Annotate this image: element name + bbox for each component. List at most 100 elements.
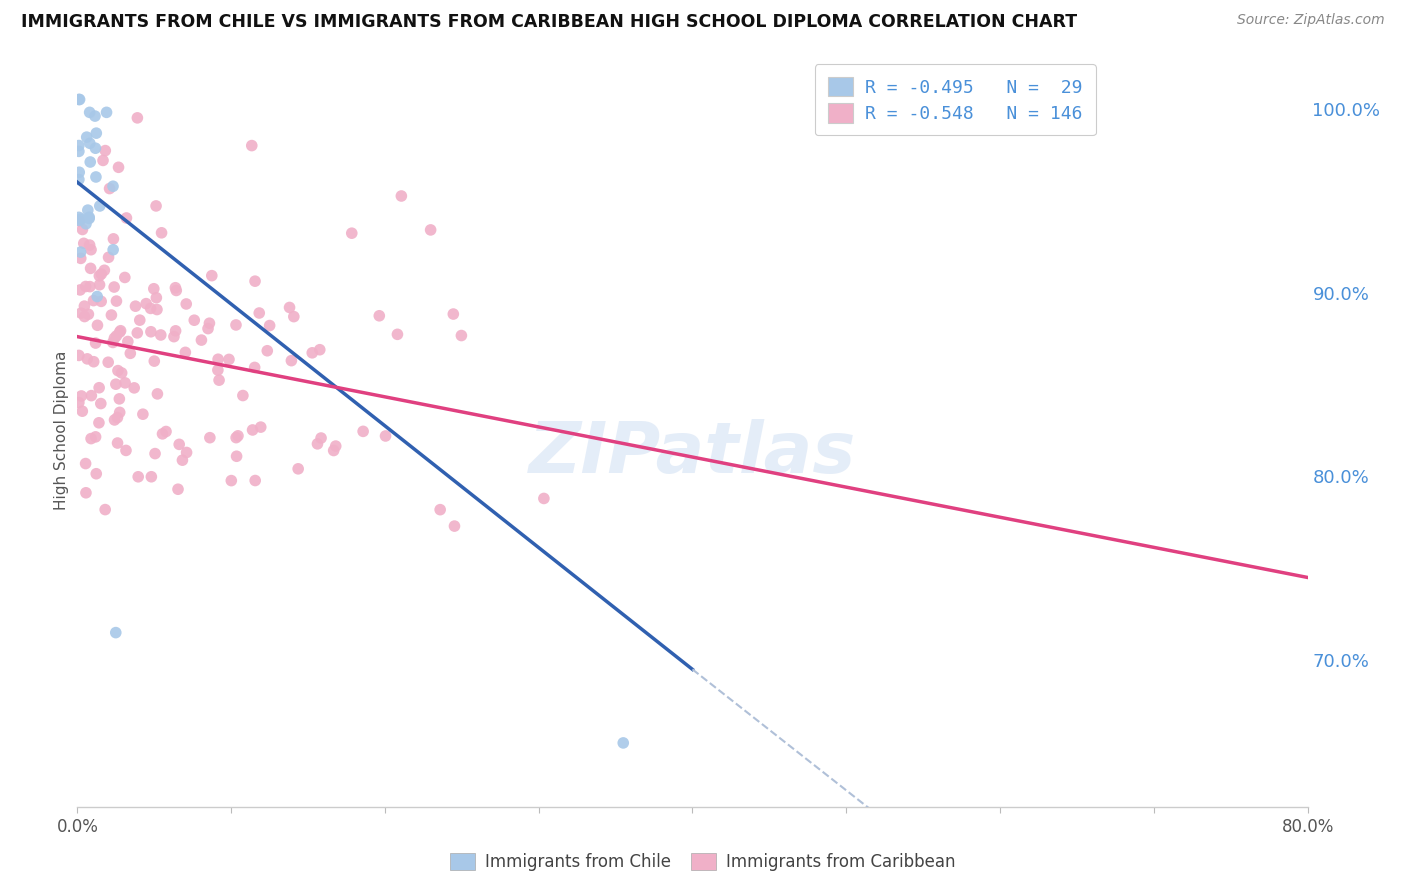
Point — [280, 353, 302, 368]
Point — [69, 214, 91, 228]
Point — [197, 321, 219, 335]
Point — [124, 299, 146, 313]
Point — [69, 252, 91, 266]
Point — [190, 333, 212, 347]
Point — [67, 172, 90, 186]
Point — [245, 474, 267, 488]
Point — [79, 105, 101, 120]
Point — [167, 482, 190, 496]
Point — [152, 426, 174, 441]
Point — [167, 437, 190, 451]
Point — [146, 387, 169, 401]
Point — [80, 432, 103, 446]
Point — [107, 161, 129, 175]
Point — [75, 485, 97, 500]
Point — [114, 270, 136, 285]
Point — [135, 296, 157, 310]
Point — [115, 443, 138, 458]
Point — [90, 267, 112, 281]
Y-axis label: High School Diploma: High School Diploma — [53, 351, 69, 510]
Point — [114, 376, 136, 390]
Point — [226, 429, 249, 443]
Point — [145, 199, 167, 213]
Point — [283, 310, 305, 324]
Point — [73, 236, 96, 251]
Point — [76, 351, 98, 366]
Point — [84, 430, 107, 444]
Point — [163, 329, 186, 343]
Point — [84, 336, 107, 351]
Point — [76, 130, 98, 145]
Point — [108, 405, 131, 419]
Point — [249, 420, 271, 434]
Point — [155, 425, 177, 439]
Point — [79, 238, 101, 252]
Point — [208, 373, 231, 387]
Point — [145, 291, 167, 305]
Point — [73, 299, 96, 313]
Point — [301, 346, 323, 360]
Point — [84, 141, 107, 155]
Point — [80, 243, 103, 257]
Point — [141, 469, 163, 483]
Point — [104, 625, 127, 640]
Point — [91, 153, 114, 168]
Point — [322, 443, 344, 458]
Point — [67, 145, 90, 159]
Point — [86, 318, 108, 333]
Point — [174, 345, 197, 359]
Point — [101, 335, 124, 350]
Point — [75, 217, 97, 231]
Point — [429, 502, 451, 516]
Point — [115, 211, 138, 225]
Point — [96, 105, 118, 120]
Point — [225, 431, 247, 445]
Point — [533, 491, 555, 506]
Point — [146, 302, 169, 317]
Point — [352, 425, 374, 439]
Point — [67, 213, 90, 227]
Point — [84, 126, 107, 140]
Point — [84, 109, 107, 123]
Point — [98, 181, 121, 195]
Point — [132, 407, 155, 421]
Point — [107, 436, 129, 450]
Point — [127, 326, 149, 340]
Point — [374, 429, 396, 443]
Point — [201, 268, 224, 283]
Point — [108, 392, 131, 406]
Point — [101, 243, 124, 257]
Point — [218, 352, 240, 367]
Point — [67, 211, 90, 225]
Point — [84, 169, 107, 184]
Point — [77, 307, 100, 321]
Point — [207, 352, 229, 367]
Text: IMMIGRANTS FROM CHILE VS IMMIGRANTS FROM CARIBBEAN HIGH SCHOOL DIPLOMA CORRELATI: IMMIGRANTS FROM CHILE VS IMMIGRANTS FROM… — [21, 13, 1077, 31]
Point — [240, 138, 263, 153]
Point — [90, 294, 112, 309]
Point — [94, 502, 117, 516]
Point — [104, 377, 127, 392]
Point — [139, 301, 162, 316]
Point — [67, 395, 90, 409]
Point — [89, 199, 111, 213]
Point — [79, 261, 101, 276]
Point — [612, 736, 634, 750]
Text: ZIPatlas: ZIPatlas — [529, 418, 856, 488]
Point — [172, 453, 194, 467]
Point — [73, 310, 96, 324]
Point — [72, 222, 94, 236]
Point — [307, 437, 329, 451]
Point — [242, 423, 264, 437]
Point — [110, 324, 132, 338]
Point — [79, 279, 101, 293]
Point — [225, 318, 247, 332]
Point — [387, 327, 409, 342]
Point — [325, 439, 347, 453]
Point — [105, 294, 128, 309]
Point — [150, 226, 173, 240]
Point — [122, 381, 145, 395]
Point — [111, 366, 134, 380]
Point — [450, 328, 472, 343]
Point — [127, 111, 149, 125]
